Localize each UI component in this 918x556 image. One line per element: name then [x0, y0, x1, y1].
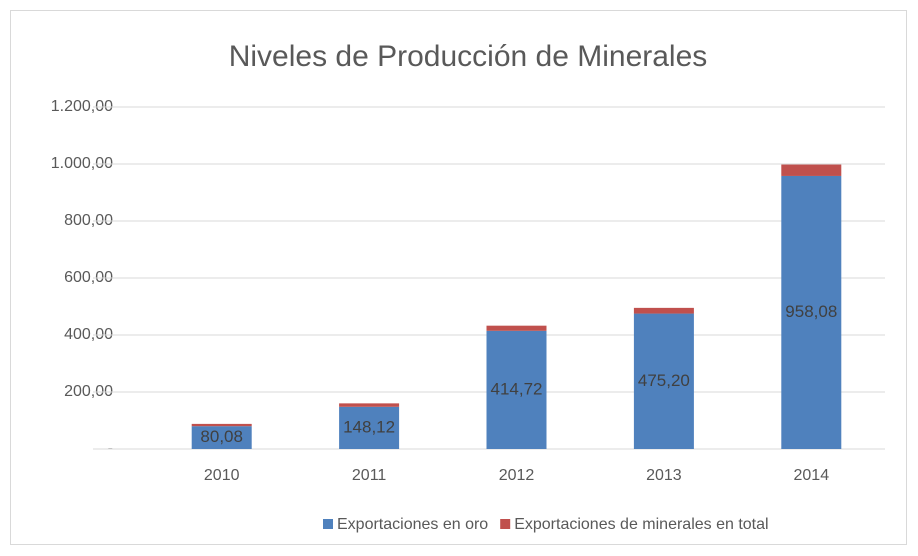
bar-segment — [633, 313, 694, 449]
legend-swatch — [323, 519, 333, 529]
y-tick-label: 800,00 — [64, 212, 113, 229]
chart-title: Niveles de Producción de Minerales — [229, 40, 708, 73]
y-tick-label: 200,00 — [64, 383, 113, 400]
x-tick-label: 2010 — [204, 467, 240, 484]
data-label: 414,72 — [491, 379, 543, 398]
bar-segment — [486, 330, 547, 449]
x-tick-label: 2012 — [499, 467, 535, 484]
data-label: 958,08 — [785, 302, 837, 321]
bar-segment — [486, 325, 547, 331]
legend-label: Exportaciones en oro — [337, 516, 488, 533]
bar-segment — [339, 406, 400, 449]
bar-segment — [781, 175, 842, 449]
bar-segment — [191, 426, 252, 449]
bar-segment — [633, 307, 694, 314]
y-tick-label: 600,00 — [64, 269, 113, 286]
x-tick-label: 2014 — [794, 467, 830, 484]
legend-label: Exportaciones de minerales en total — [514, 516, 768, 533]
legend-swatch — [500, 519, 511, 529]
bar-segment — [339, 403, 400, 407]
y-tick-label: 400,00 — [64, 326, 113, 343]
x-tick-label: 2013 — [646, 467, 682, 484]
data-label: 148,12 — [343, 417, 395, 436]
y-tick-label: 1.200,00 — [51, 98, 113, 115]
bar-segment — [781, 164, 842, 176]
data-label: 80,08 — [200, 427, 243, 446]
x-tick-label: 2011 — [352, 467, 387, 484]
bar-segment — [191, 423, 252, 427]
data-label: 475,20 — [638, 371, 690, 390]
y-tick-label: 1.000,00 — [51, 155, 113, 172]
